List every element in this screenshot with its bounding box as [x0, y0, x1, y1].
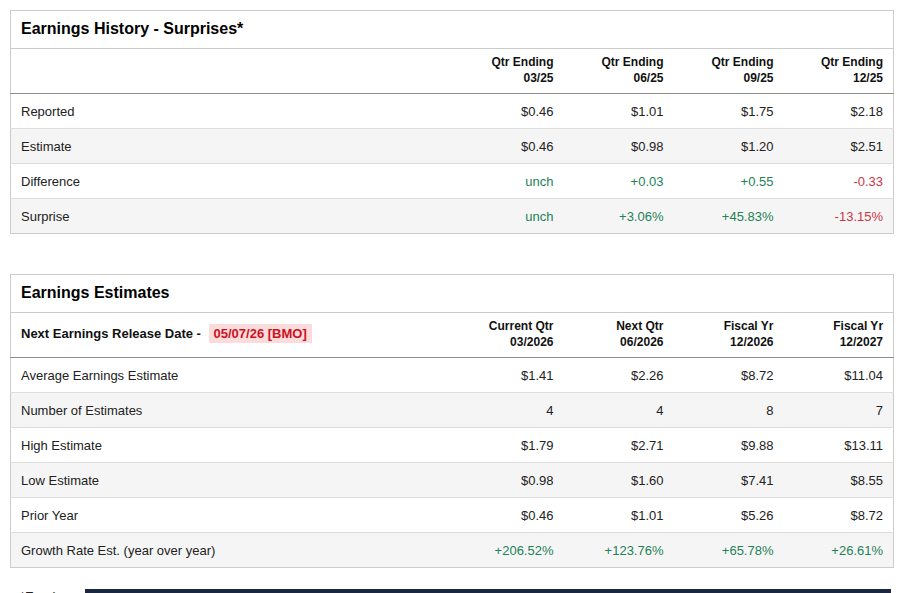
cell-value: $9.88 — [674, 428, 784, 463]
column-header-line1: Qtr Ending — [574, 55, 664, 71]
table-title-row: Earnings Estimates — [11, 275, 894, 313]
cell-value: $5.26 — [674, 498, 784, 533]
cell-value: $1.01 — [564, 498, 674, 533]
column-header-line2: 06/2026 — [574, 335, 664, 351]
cell-value: $1.20 — [674, 129, 784, 164]
cell-value: $7.41 — [674, 463, 784, 498]
row-label: High Estimate — [11, 428, 454, 463]
column-header-row: Next Earnings Release Date - 05/07/26 [B… — [11, 313, 894, 358]
section-title-earnings-estimates: Earnings Estimates — [11, 275, 894, 313]
table-row-number-of-estimates: Number of Estimates 4 4 8 7 — [11, 393, 894, 428]
column-header-line1: Qtr Ending — [684, 55, 774, 71]
table-row-difference: Difference unch +0.03 +0.55 -0.33 — [11, 164, 894, 199]
cell-value-positive: unch — [454, 164, 564, 199]
cell-value: $2.18 — [784, 94, 894, 129]
cell-value-positive: +45.83% — [674, 199, 784, 234]
column-header-line1: Fiscal Yr — [684, 319, 774, 335]
column-header-row: Qtr Ending 03/25 Qtr Ending 06/25 Qtr En… — [11, 49, 894, 94]
cell-value: $2.51 — [784, 129, 894, 164]
row-label: Average Earnings Estimate — [11, 358, 454, 393]
table-row-growth-rate: Growth Rate Est. (year over year) +206.5… — [11, 533, 894, 568]
cell-value: $1.75 — [674, 94, 784, 129]
cell-value: 4 — [454, 393, 564, 428]
cell-value: $8.55 — [784, 463, 894, 498]
cell-value: 4 — [564, 393, 674, 428]
cell-value-positive: unch — [454, 199, 564, 234]
column-header-line2: 03/2026 — [464, 335, 554, 351]
cell-value: $0.46 — [454, 498, 564, 533]
column-header-line2: 12/25 — [794, 71, 884, 87]
row-label: Low Estimate — [11, 463, 454, 498]
cell-value: 7 — [784, 393, 894, 428]
release-date-label: Next Earnings Release Date - — [21, 326, 201, 341]
cell-value: $8.72 — [784, 498, 894, 533]
cell-value-positive: +206.52% — [454, 533, 564, 568]
column-header-line1: Qtr Ending — [464, 55, 554, 71]
column-header-line2: 06/25 — [574, 71, 664, 87]
column-header-line2: 03/25 — [464, 71, 554, 87]
cell-value-positive: +123.76% — [564, 533, 674, 568]
row-label: Surprise — [11, 199, 454, 234]
table-row-high-estimate: High Estimate $1.79 $2.71 $9.88 $13.11 — [11, 428, 894, 463]
cell-value-negative: -0.33 — [784, 164, 894, 199]
cell-value: $1.01 — [564, 94, 674, 129]
column-header-line1: Fiscal Yr — [794, 319, 884, 335]
column-header: Fiscal Yr 12/2027 — [784, 313, 894, 358]
earnings-estimates-table: Earnings Estimates Next Earnings Release… — [10, 274, 894, 568]
cell-value: $0.98 — [564, 129, 674, 164]
cell-value-positive: +65.78% — [674, 533, 784, 568]
column-header: Qtr Ending 09/25 — [674, 49, 784, 94]
column-header: Qtr Ending 06/25 — [564, 49, 674, 94]
cell-value: $1.79 — [454, 428, 564, 463]
column-header-line1: Qtr Ending — [794, 55, 884, 71]
table-title-row: Earnings History - Surprises* — [11, 11, 894, 49]
row-label: Prior Year — [11, 498, 454, 533]
cell-value: $11.04 — [784, 358, 894, 393]
earnings-history-table: Earnings History - Surprises* Qtr Ending… — [10, 10, 894, 234]
row-label: Estimate — [11, 129, 454, 164]
cell-value-negative: -13.15% — [784, 199, 894, 234]
column-header-line2: 12/2027 — [794, 335, 884, 351]
row-label: Difference — [11, 164, 454, 199]
cell-value-positive: +3.06% — [564, 199, 674, 234]
cell-value: $13.11 — [784, 428, 894, 463]
table-row-average-estimate: Average Earnings Estimate $1.41 $2.26 $8… — [11, 358, 894, 393]
column-header: Next Qtr 06/2026 — [564, 313, 674, 358]
cell-value: $2.71 — [564, 428, 674, 463]
cell-value: $8.72 — [674, 358, 784, 393]
column-header: Qtr Ending 03/25 — [454, 49, 564, 94]
section-title-earnings-history: Earnings History - Surprises* — [11, 11, 894, 49]
cell-value-positive: +26.61% — [784, 533, 894, 568]
cell-value: $1.41 — [454, 358, 564, 393]
column-header-line1: Current Qtr — [464, 319, 554, 335]
cell-value: $0.46 — [454, 129, 564, 164]
cell-value-positive: +0.03 — [564, 164, 674, 199]
cell-value: $1.60 — [564, 463, 674, 498]
label-column-spacer — [11, 49, 454, 94]
cell-value: 8 — [674, 393, 784, 428]
table-row-low-estimate: Low Estimate $0.98 $1.60 $7.41 $8.55 — [11, 463, 894, 498]
table-row-estimate: Estimate $0.46 $0.98 $1.20 $2.51 — [11, 129, 894, 164]
row-label: Growth Rate Est. (year over year) — [11, 533, 454, 568]
row-label: Reported — [11, 94, 454, 129]
next-earnings-release-cell: Next Earnings Release Date - 05/07/26 [B… — [11, 313, 454, 358]
column-header-line1: Next Qtr — [574, 319, 664, 335]
cell-value-positive: +0.55 — [674, 164, 784, 199]
table-row-reported: Reported $0.46 $1.01 $1.75 $2.18 — [11, 94, 894, 129]
page-content: Earnings History - Surprises* Qtr Ending… — [0, 0, 903, 593]
table-row-prior-year: Prior Year $0.46 $1.01 $5.26 $8.72 — [11, 498, 894, 533]
column-header-line2: 12/2026 — [684, 335, 774, 351]
next-section-top-edge — [85, 589, 891, 593]
cell-value: $0.46 — [454, 94, 564, 129]
table-row-surprise: Surprise unch +3.06% +45.83% -13.15% — [11, 199, 894, 234]
column-header: Current Qtr 03/2026 — [454, 313, 564, 358]
cell-value: $2.26 — [564, 358, 674, 393]
release-date-value: 05/07/26 [BMO] — [209, 324, 312, 343]
row-label: Number of Estimates — [11, 393, 454, 428]
column-header-line2: 09/25 — [684, 71, 774, 87]
column-header: Qtr Ending 12/25 — [784, 49, 894, 94]
column-header: Fiscal Yr 12/2026 — [674, 313, 784, 358]
cell-value: $0.98 — [454, 463, 564, 498]
